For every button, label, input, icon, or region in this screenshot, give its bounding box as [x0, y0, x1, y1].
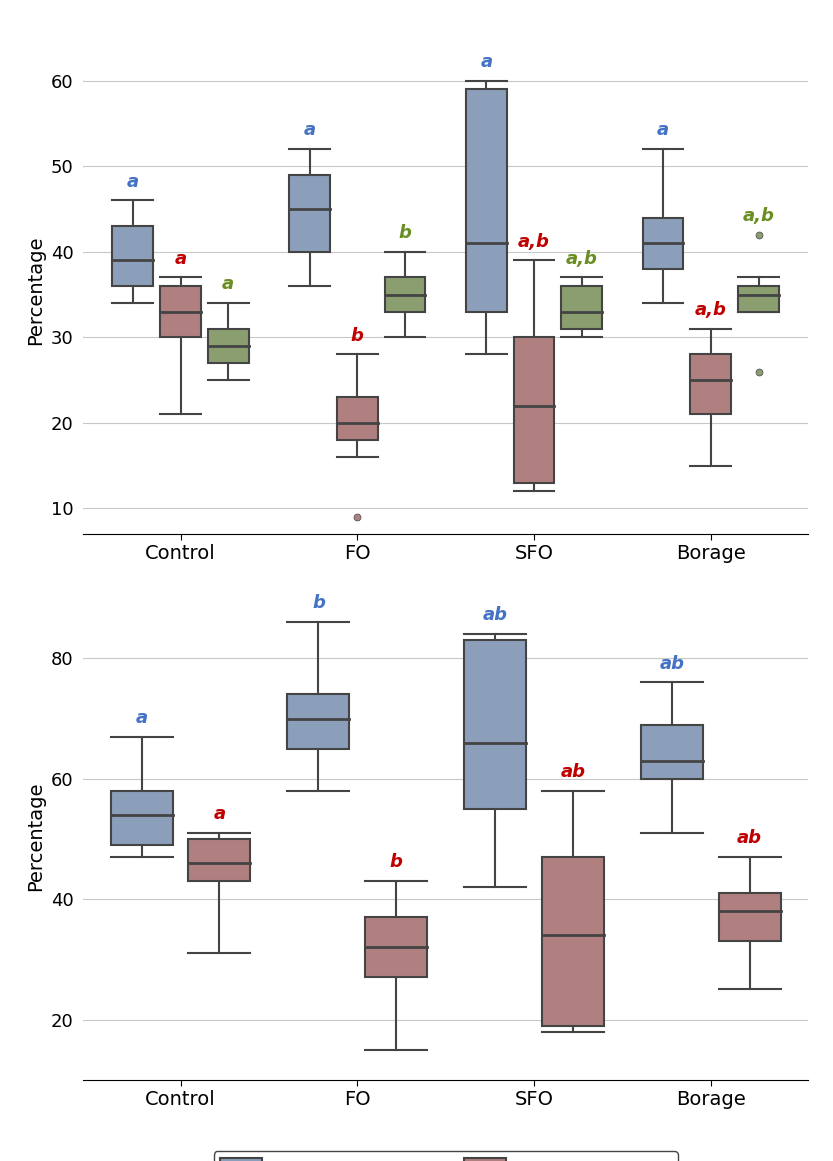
Bar [561, 286, 602, 329]
Legend: HBM/Tot. Marrow%, MAT/Tot. Marrow%: HBM/Tot. Marrow%, MAT/Tot. Marrow% [214, 1152, 677, 1161]
Bar [514, 338, 555, 483]
Bar [691, 354, 731, 414]
Bar [641, 724, 703, 779]
Text: a: a [174, 250, 187, 268]
Bar [287, 694, 349, 749]
Text: ab: ab [482, 606, 507, 625]
Text: ab: ab [737, 829, 762, 848]
Text: a: a [481, 53, 492, 71]
Text: a,b: a,b [695, 301, 726, 319]
Bar [464, 640, 526, 809]
Bar [289, 175, 330, 252]
Bar [188, 839, 251, 881]
Bar [160, 286, 201, 338]
Bar [738, 286, 779, 311]
Bar [466, 89, 506, 311]
Text: a: a [657, 122, 669, 139]
Text: a,b: a,b [518, 232, 550, 251]
Text: a: a [222, 275, 234, 294]
Bar [385, 277, 426, 311]
Bar [337, 397, 377, 440]
Bar [719, 893, 781, 942]
Text: ab: ab [660, 655, 685, 672]
Y-axis label: Percentage: Percentage [27, 236, 45, 345]
Text: b: b [390, 853, 402, 871]
Bar [365, 917, 427, 978]
Text: ab: ab [561, 763, 586, 781]
Text: a: a [213, 806, 226, 823]
Bar [643, 217, 683, 269]
Bar [112, 226, 153, 286]
Bar [111, 791, 172, 845]
Text: a: a [127, 173, 139, 190]
Text: a,b: a,b [742, 207, 775, 225]
Bar [208, 329, 248, 363]
Legend: HBM%, MAT%, Bone%: HBM%, MAT%, Bone% [242, 606, 649, 640]
Text: a: a [303, 122, 316, 139]
Text: a,b: a,b [566, 250, 598, 268]
Bar [542, 857, 604, 1025]
Y-axis label: Percentage: Percentage [27, 781, 45, 890]
Text: b: b [398, 224, 412, 241]
Text: b: b [351, 326, 364, 345]
Text: a: a [136, 709, 147, 727]
Text: b: b [312, 594, 325, 613]
